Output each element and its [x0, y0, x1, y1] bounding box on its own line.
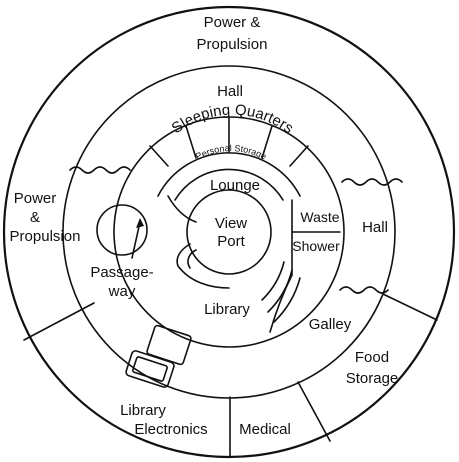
- passageway-arrow-head: [136, 218, 144, 228]
- label-port: Port: [217, 233, 245, 250]
- sq-divider-5: [289, 145, 309, 167]
- sq-divider-2: [185, 125, 197, 159]
- label-passage-1: Passage-: [90, 264, 153, 281]
- label-library: Library: [204, 301, 250, 318]
- partition-medical-right: [297, 381, 331, 442]
- label-personal-storage: Personal Storage: [194, 143, 268, 162]
- label-shower: Shower: [292, 238, 340, 254]
- label-view: View: [215, 215, 247, 232]
- inner-deck-ring: [62, 65, 396, 399]
- lounge-wall-lower: [176, 243, 230, 289]
- label-hall-right: Hall: [362, 219, 388, 236]
- passageway-arrow-shaft: [131, 221, 141, 259]
- partition-library-electronics: [23, 302, 95, 341]
- personal-storage-outer-arc: [157, 152, 301, 197]
- label-hall-top: Hall: [217, 83, 243, 100]
- label-waste: Waste: [300, 209, 339, 225]
- lounge-curl: [187, 249, 197, 269]
- label-library-electronics-1: Library: [120, 402, 166, 419]
- wavy-separator-lower-right: [339, 286, 389, 294]
- label-galley: Galley: [309, 316, 352, 333]
- lounge-wall-left: [167, 195, 197, 223]
- outer-hull-ring: [2, 5, 456, 459]
- shower-inner-arc-3: [273, 277, 301, 323]
- shower-inner-arc-1: [261, 261, 285, 301]
- label-power-left-2: &: [30, 209, 40, 226]
- label-medical: Medical: [239, 421, 291, 438]
- label-power-left-3: Propulsion: [10, 228, 81, 245]
- label-library-electronics-2: Electronics: [134, 421, 207, 438]
- label-storage: Storage: [346, 370, 399, 387]
- shower-inner-arc-2: [267, 269, 293, 313]
- label-power-top-2: Propulsion: [197, 36, 268, 53]
- sq-divider-4: [261, 125, 273, 159]
- wavy-separator-right: [341, 178, 403, 186]
- electronics-console-icon: [125, 324, 192, 388]
- view-port-circle: [186, 189, 272, 275]
- label-power-top-1: Power &: [204, 14, 261, 31]
- label-power-left-1: Power: [14, 190, 57, 207]
- personal-storage-inner-arc: [174, 168, 284, 201]
- label-food: Food: [355, 349, 389, 366]
- passageway-circle: [96, 204, 148, 256]
- partition-food-storage: [382, 293, 438, 321]
- wavy-separator-left: [69, 166, 131, 174]
- label-lounge: Lounge: [210, 177, 260, 194]
- sq-divider-1: [149, 145, 169, 167]
- label-passage-2: way: [108, 283, 136, 300]
